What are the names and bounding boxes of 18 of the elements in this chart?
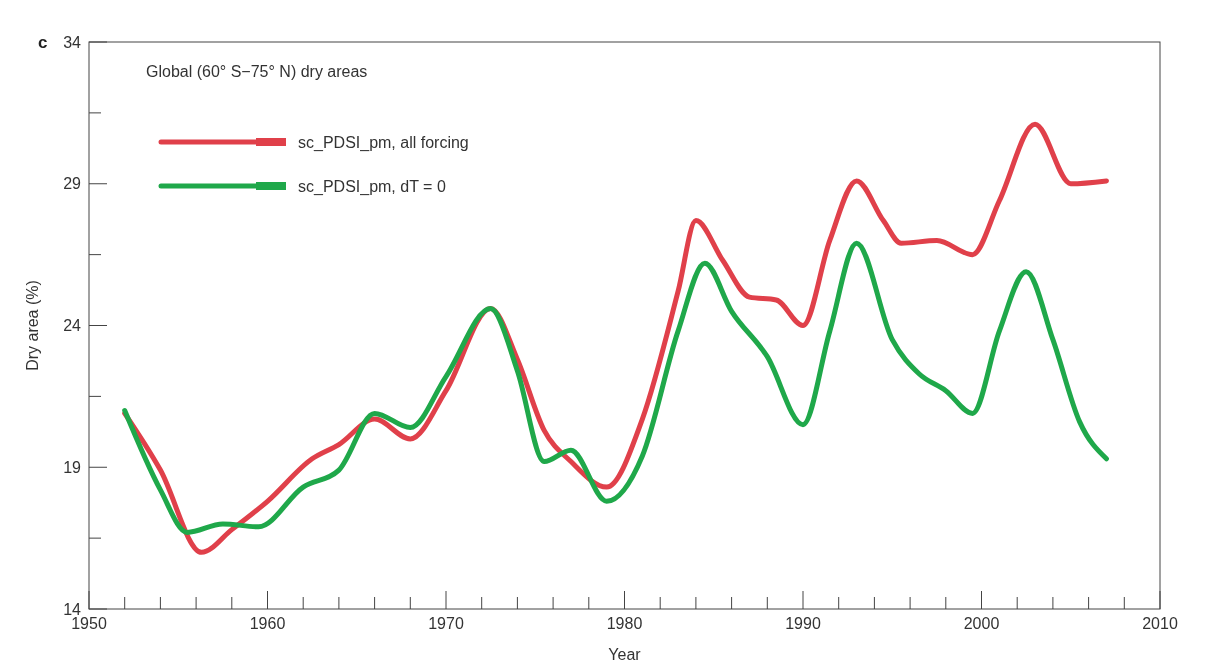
legend-label: sc_PDSI_pm, all forcing: [298, 133, 469, 152]
x-axis-title: Year: [608, 646, 642, 663]
x-tick-label: 2000: [963, 615, 1000, 632]
legend-label: sc_PDSI_pm, dT = 0: [298, 177, 446, 196]
y-tick-label: 19: [63, 458, 82, 476]
text: c: [38, 33, 48, 52]
x-tick-label: 1970: [428, 615, 464, 632]
y-tick-label: 29: [63, 175, 82, 193]
x-tick-label: 1950: [71, 615, 107, 632]
x-tick-label: 1990: [785, 615, 821, 632]
text: Global (60° S−75° N) dry areas: [146, 63, 368, 80]
x-tick-label: 1960: [249, 615, 286, 632]
y-tick-label: 34: [63, 33, 82, 51]
y-axis-title: Dry area (%): [24, 280, 41, 371]
x-tick-label: 2010: [1142, 615, 1178, 632]
y-tick-label: 14: [63, 600, 82, 618]
y-tick-label: 24: [63, 317, 82, 335]
x-tick-label: 1980: [606, 615, 643, 632]
